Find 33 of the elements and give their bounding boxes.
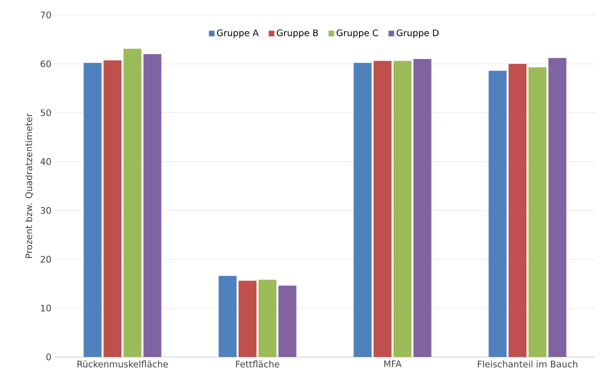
- bar: [508, 64, 527, 357]
- y-tick-label: 40: [40, 158, 51, 165]
- y-tick-label: 70: [40, 12, 51, 18]
- y-tick-label: 20: [40, 256, 51, 263]
- y-axis-title: Prozent bzw. Quadratzentimeter: [25, 113, 34, 258]
- bar: [238, 280, 257, 357]
- x-tick-label: Rückenmuskelfläche: [78, 360, 168, 368]
- bar: [84, 62, 102, 357]
- bar: [548, 58, 566, 357]
- x-tick-label: Fettfläche: [236, 360, 280, 368]
- y-tick-label: 0: [46, 354, 51, 360]
- legend-label: Gruppe A: [217, 29, 259, 38]
- bar: [394, 60, 412, 357]
- bar: [123, 48, 142, 357]
- bar: [413, 58, 432, 357]
- y-tick-label: 30: [40, 207, 51, 214]
- x-tick-label: Fleischanteil im Bauch: [478, 360, 578, 368]
- y-tick-label: 50: [40, 109, 51, 116]
- bar: [278, 286, 296, 357]
- y-tick-label: 10: [41, 304, 51, 312]
- bar: [218, 276, 237, 357]
- legend-label: Gruppe C: [336, 29, 378, 38]
- bar: [528, 67, 546, 357]
- bar: [258, 280, 276, 357]
- legend-label: Gruppe B: [276, 29, 318, 38]
- bar: [354, 62, 372, 357]
- x-tick-label: MFA: [384, 360, 402, 368]
- bar: [488, 70, 507, 357]
- bar: [374, 60, 392, 357]
- bar: [104, 60, 122, 357]
- legend-label: Gruppe D: [396, 29, 439, 38]
- bar: [143, 54, 162, 357]
- y-tick-label: 60: [40, 60, 51, 68]
